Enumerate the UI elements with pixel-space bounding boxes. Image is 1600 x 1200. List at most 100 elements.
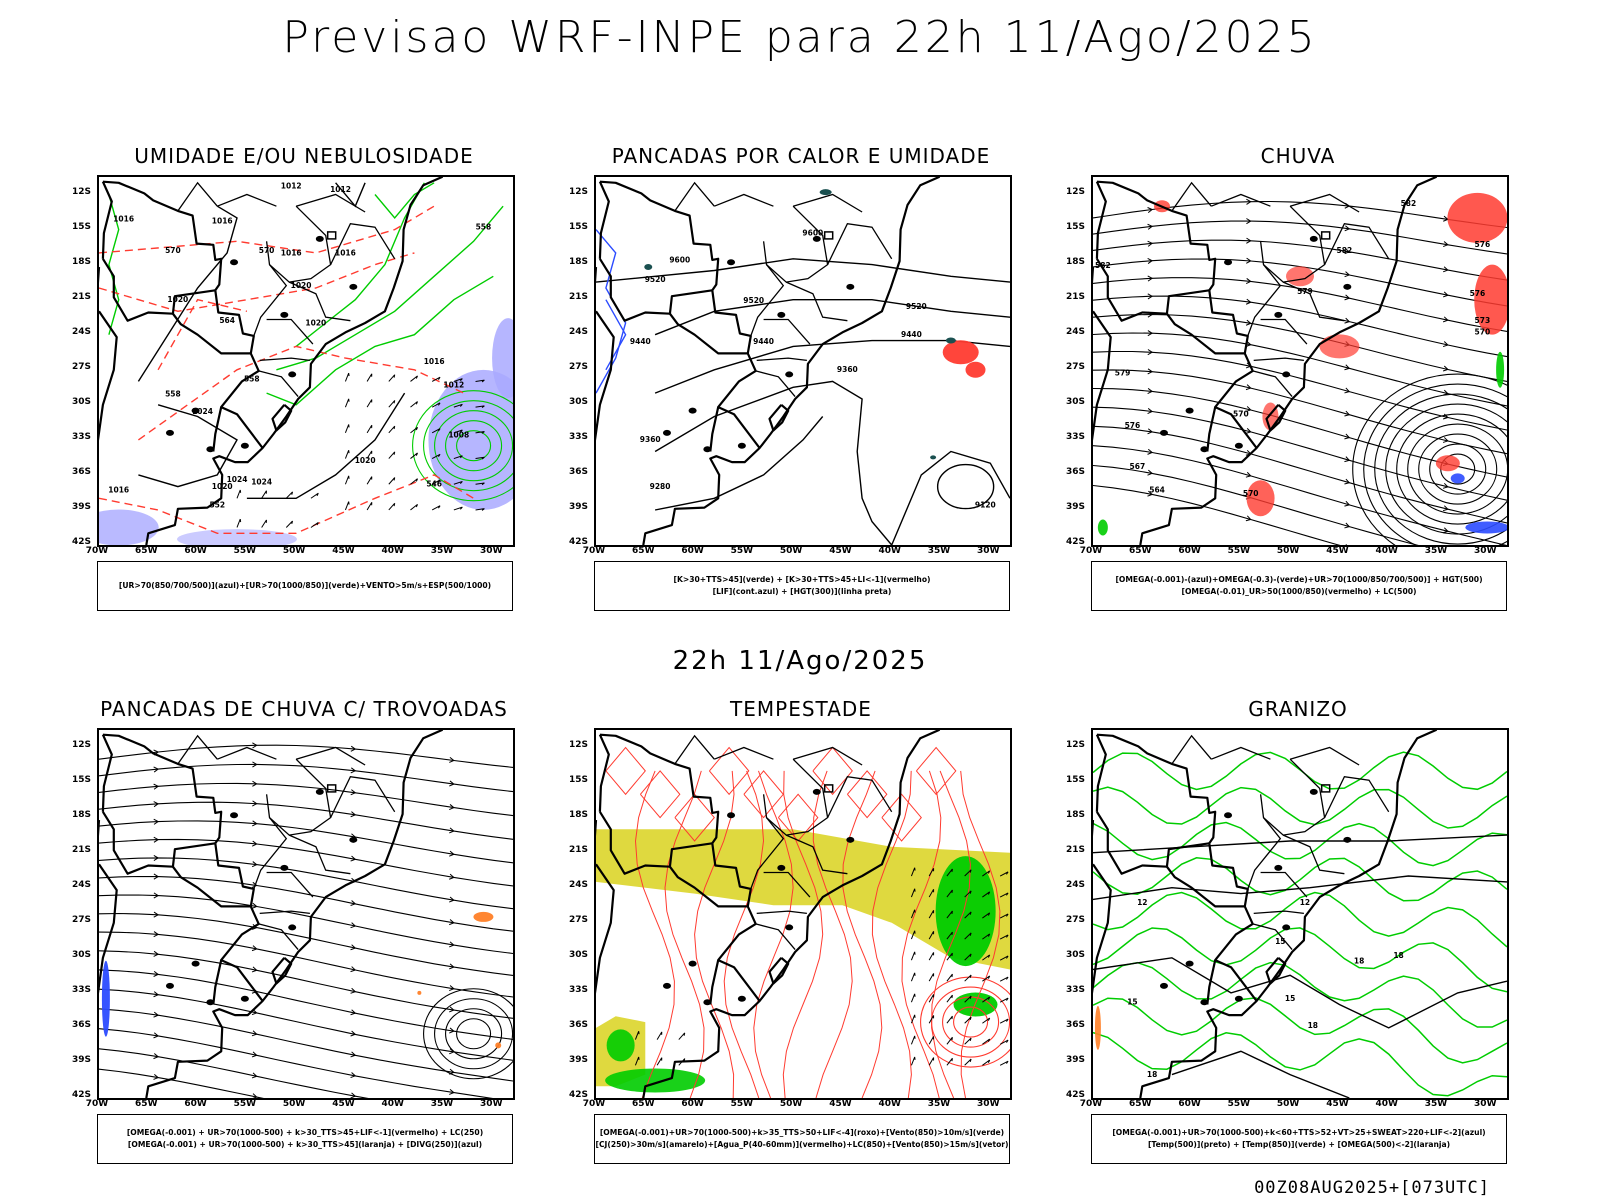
contour-label: 570 xyxy=(165,246,181,255)
longitude-tick-label: 45W xyxy=(829,546,852,556)
latitude-tick-label: 42S xyxy=(72,537,92,547)
forecast-panel: UMIDADE E/OU NEBULOSIDADE 1012 1012 1016 101… xyxy=(52,144,516,622)
latitude-tick-label: 36S xyxy=(569,466,589,477)
longitude-tick-label: 55W xyxy=(1227,546,1251,556)
latitude-tick-label: 42S xyxy=(1066,537,1086,547)
contour-label: 1012 xyxy=(330,185,351,194)
latitude-tick-label: 24S xyxy=(569,879,589,890)
latitude-tick-label: 12S xyxy=(72,186,92,197)
longitude-tick-label: 45W xyxy=(332,1099,355,1109)
panel-title: GRANIZO xyxy=(1248,697,1348,721)
longitude-tick-label: 40W xyxy=(381,546,404,556)
latitude-tick-label: 12S xyxy=(569,739,589,750)
panel-title: PANCADAS DE CHUVA C/ TROVOADAS xyxy=(100,697,508,721)
longitude-tick-label: 30W xyxy=(1474,1099,1497,1109)
latitude-tick-label: 33S xyxy=(1066,431,1086,442)
longitude-tick-label: 55W xyxy=(233,1099,257,1109)
panel-title: TEMPESTADE xyxy=(730,697,872,721)
longitude-tick-label: 65W xyxy=(135,546,158,556)
contour-label: 9600 xyxy=(802,228,823,237)
longitude-tick-label: 35W xyxy=(1424,1099,1448,1109)
contour-label: 18 xyxy=(1354,957,1364,966)
latitude-tick-label: 12S xyxy=(569,186,589,197)
latitude-tick-label: 27S xyxy=(1066,914,1086,925)
contour-label: 1016 xyxy=(212,217,233,226)
contour-label: 9360 xyxy=(837,365,858,374)
latitude-tick-label: 33S xyxy=(569,431,589,442)
contour-label: 570 xyxy=(1475,328,1491,337)
latitude-tick-label: 24S xyxy=(72,326,92,337)
contour-label: 582 xyxy=(1401,199,1417,208)
legend-text: [OMEGA(-0.001)-(azul)+OMEGA(-0.3)-(verde… xyxy=(1115,575,1483,584)
panel-title: UMIDADE E/OU NEBULOSIDADE xyxy=(134,144,474,168)
contour-label: 9600 xyxy=(669,255,690,264)
contour-label: 9360 xyxy=(640,435,661,444)
longitude-tick-label: 50W xyxy=(282,546,306,556)
legend-text: [OMEGA(-0.001) + UR>70(1000-500) + k>30_… xyxy=(126,1128,484,1137)
longitude-tick-label: 60W xyxy=(184,1099,207,1109)
latitude-tick-label: 15S xyxy=(72,221,92,232)
contour-label: 1012 xyxy=(281,182,302,191)
longitude-tick-label: 65W xyxy=(1129,1099,1152,1109)
latitude-tick-label: 42S xyxy=(1066,1090,1086,1100)
latitude-tick-label: 18S xyxy=(1066,256,1086,267)
latitude-tick-label: 42S xyxy=(569,1090,589,1100)
latitude-tick-label: 42S xyxy=(72,1090,92,1100)
contour-label: 567 xyxy=(1130,462,1146,471)
latitude-tick-label: 36S xyxy=(72,466,92,477)
forecast-panel: TEMPESTADE 12S 15S 18S 21S 24S 27S 30S 33S 36S 39S… xyxy=(549,697,1013,1175)
legend-text: [OMEGA(-0.01)_UR>50(1000/850)(vermelho) … xyxy=(1181,587,1417,596)
contour-label: 18 xyxy=(1393,951,1403,960)
contour-label: 9440 xyxy=(630,337,651,346)
contour-label: 1016 xyxy=(424,357,445,366)
longitude-tick-label: 45W xyxy=(1326,546,1349,556)
contour-label: 18 xyxy=(1147,1070,1157,1079)
map-svg xyxy=(596,730,1010,1098)
contour-label: 1012 xyxy=(443,380,464,389)
map-plot xyxy=(97,728,515,1100)
latitude-tick-label: 30S xyxy=(1066,949,1086,960)
legend-text: [OMEGA(-0.001)+UR>70(1000-500)+k>35_TTS>… xyxy=(599,1128,1005,1137)
contour-label: 564 xyxy=(1149,485,1165,494)
longitude-tick-label: 70W xyxy=(1079,1099,1103,1109)
legend-text: [UR>70(850/700/500)](azul)+[UR>70(1000/8… xyxy=(118,581,492,590)
longitude-tick-label: 30W xyxy=(977,546,1000,556)
contour-label: 1024 xyxy=(192,407,213,416)
legend-text: [Temp(500)](preto) + [Temp(850)](verde) … xyxy=(1147,1140,1451,1149)
contour-label: 576 xyxy=(1475,240,1491,249)
latitude-tick-label: 33S xyxy=(72,431,92,442)
latitude-tick-label: 15S xyxy=(1066,221,1086,232)
contour-label: 564 xyxy=(219,316,235,325)
contour-label: 12 xyxy=(1137,898,1147,907)
contour-label: 9520 xyxy=(743,296,764,305)
latitude-tick-label: 24S xyxy=(1066,879,1086,890)
contour-label: 573 xyxy=(1475,316,1491,325)
longitude-tick-label: 55W xyxy=(730,1099,754,1109)
longitude-tick-label: 40W xyxy=(381,1099,404,1109)
run-info: 00Z08AUG2025+[073UTC] xyxy=(1254,1178,1490,1198)
longitude-tick-label: 60W xyxy=(1178,546,1201,556)
latitude-tick-label: 39S xyxy=(569,1054,589,1065)
legend-box: [OMEGA(-0.001)-(azul)+OMEGA(-0.3)-(verde… xyxy=(1091,561,1507,611)
latitude-tick-label: 39S xyxy=(72,1054,92,1065)
latitude-tick-label: 18S xyxy=(1066,809,1086,820)
latitude-tick-label: 30S xyxy=(569,949,589,960)
longitude-tick-label: 60W xyxy=(681,546,704,556)
longitude-tick-label: 30W xyxy=(480,546,503,556)
longitude-tick-label: 70W xyxy=(582,546,606,556)
contour-label: 546 xyxy=(426,480,442,489)
forecast-panel: CHUVA 582 582 576 576 579 573 570 567 564 570 570 57… xyxy=(1046,144,1510,622)
legend-text: [OMEGA(-0.001)+UR>70(1000-500)+k<60+TTS>… xyxy=(1112,1128,1486,1137)
latitude-tick-label: 18S xyxy=(72,809,92,820)
longitude-tick-label: 60W xyxy=(184,546,207,556)
latitude-tick-label: 30S xyxy=(72,949,92,960)
forecast-panel: PANCADAS POR CALOR E UMIDADE 9600 9600 9520… xyxy=(549,144,1013,622)
contour-label: 1008 xyxy=(448,431,469,440)
panel-title: CHUVA xyxy=(1260,144,1336,168)
latitude-tick-label: 12S xyxy=(1066,739,1086,750)
latitude-tick-label: 36S xyxy=(569,1019,589,1030)
latitude-tick-label: 33S xyxy=(1066,984,1086,995)
latitude-tick-label: 39S xyxy=(569,501,589,512)
contour-label: 1020 xyxy=(355,456,376,465)
latitude-tick-label: 42S xyxy=(569,537,589,547)
